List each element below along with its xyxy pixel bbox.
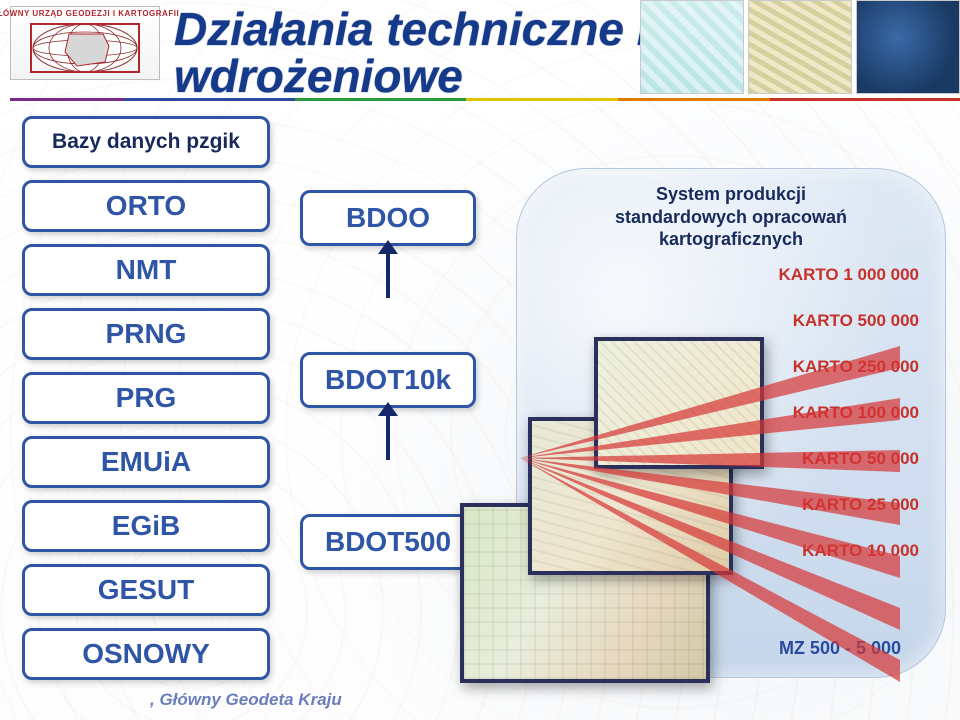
- flow-arrow-icon: [386, 414, 390, 460]
- karto-panel-title: System produkcji standardowych opracowań…: [517, 183, 945, 251]
- db-box-prng: PRNG: [22, 308, 270, 360]
- karto-panel: System produkcji standardowych opracowań…: [516, 168, 946, 678]
- globe-icon: [13, 18, 157, 77]
- org-logo: GŁÓWNY URZĄD GEODEZJI I KARTOGRAFII: [10, 6, 160, 80]
- left-databases-column: Bazy danych pzgik ORTO NMT PRNG PRG EMUi…: [22, 116, 270, 680]
- db-box-egib: EGiB: [22, 500, 270, 552]
- karto-scale: KARTO 50 000: [779, 449, 919, 469]
- header-map-thumb: [640, 0, 744, 94]
- bd-box-bdoo: BDOO: [300, 190, 476, 246]
- karto-title-line-2: standardowych opracowań: [615, 207, 847, 227]
- db-box-nmt: NMT: [22, 244, 270, 296]
- diagram-area: Bazy danych pzgik ORTO NMT PRNG PRG EMUi…: [0, 108, 960, 720]
- header-map-thumb: [748, 0, 852, 94]
- rainbow-divider: [10, 98, 960, 101]
- db-box-orto: ORTO: [22, 180, 270, 232]
- left-header-box: Bazy danych pzgik: [22, 116, 270, 168]
- db-box-gesut: GESUT: [22, 564, 270, 616]
- bd-box-bdot10k: BDOT10k: [300, 352, 476, 408]
- karto-scale: KARTO 500 000: [779, 311, 919, 331]
- karto-scale: KARTO 10 000: [779, 541, 919, 561]
- karto-title-line-1: System produkcji: [656, 184, 806, 204]
- bd-box-bdot500: BDOT500: [300, 514, 476, 570]
- footer-attribution: , Główny Geodeta Kraju: [150, 690, 342, 710]
- page-title: Działania techniczne i wdrożeniowe: [174, 6, 649, 100]
- header: GŁÓWNY URZĄD GEODEZJI I KARTOGRAFII Dzia…: [0, 0, 960, 100]
- karto-scale: KARTO 100 000: [779, 403, 919, 423]
- title-line-1: Działania techniczne i: [174, 3, 649, 55]
- karto-title-line-3: kartograficznych: [659, 229, 803, 249]
- db-box-prg: PRG: [22, 372, 270, 424]
- header-map-strip: [640, 0, 960, 94]
- org-name: GŁÓWNY URZĄD GEODEZJI I KARTOGRAFII: [0, 9, 179, 18]
- karto-scale: KARTO 250 000: [779, 357, 919, 377]
- karto-scale: KARTO 1 000 000: [779, 265, 919, 285]
- flow-arrow-icon: [386, 252, 390, 298]
- karto-scale: KARTO 25 000: [779, 495, 919, 515]
- title-line-2: wdrożeniowe: [174, 50, 463, 102]
- karto-scale-list: KARTO 1 000 000 KARTO 500 000 KARTO 250 …: [779, 265, 919, 561]
- mz-scale: MZ 500 - 5 000: [779, 638, 901, 659]
- db-box-osnowy: OSNOWY: [22, 628, 270, 680]
- middle-bd-column: BDOO BDOT10k BDOT500: [300, 190, 476, 570]
- db-box-emuia: EMUiA: [22, 436, 270, 488]
- header-map-thumb: [856, 0, 960, 94]
